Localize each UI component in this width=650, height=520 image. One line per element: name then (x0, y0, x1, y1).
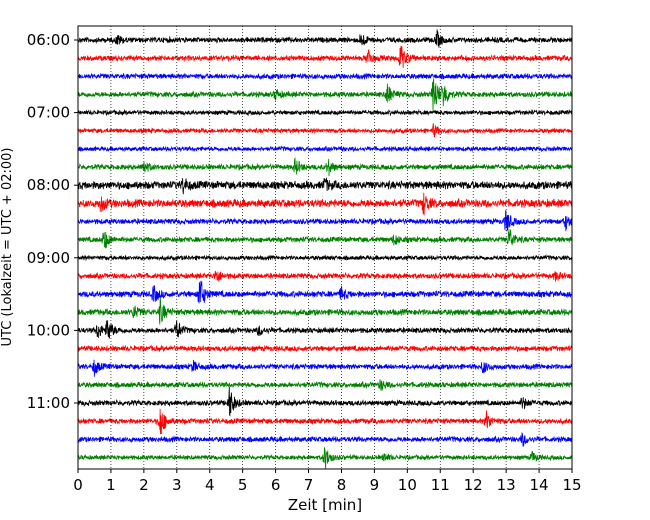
x-tick-label: 13 (497, 476, 516, 494)
trace-row (78, 72, 572, 81)
trace-row (78, 123, 572, 138)
x-tick-label: 0 (73, 476, 83, 494)
y-axis: 06:00 07:00 08:00 09:00 10:00 11:00 (27, 31, 78, 412)
trace-row (78, 192, 572, 216)
trace-row (78, 229, 572, 249)
x-tick-label: 4 (205, 476, 215, 494)
trace-row (78, 447, 572, 469)
y-tick-label: 06:00 (27, 31, 70, 49)
trace-row (78, 344, 572, 353)
y-tick-label: 07:00 (27, 104, 70, 122)
x-tick-label: 10 (398, 476, 417, 494)
x-tick-label: 3 (172, 476, 182, 494)
y-tick-label: 08:00 (27, 176, 70, 194)
trace-row (78, 157, 572, 177)
x-tick-label: 2 (139, 476, 149, 494)
x-axis-label: Zeit [min] (288, 496, 362, 514)
trace-row (78, 386, 572, 417)
x-tick-label: 5 (238, 476, 248, 494)
trace-row (78, 408, 572, 435)
y-tick-label: 09:00 (27, 249, 70, 267)
y-tick-label: 10:00 (27, 321, 70, 339)
x-tick-label: 7 (304, 476, 314, 494)
trace-row (78, 359, 572, 377)
x-tick-label: 12 (464, 476, 483, 494)
trace-row (78, 78, 572, 112)
trace-row (78, 45, 572, 68)
trace-row (78, 320, 572, 339)
x-axis: 0 1 2 3 4 5 6 7 8 9 10 11 12 13 14 15 (73, 469, 582, 494)
trace-row (78, 177, 572, 195)
x-tick-label: 9 (370, 476, 380, 494)
y-axis-label: UTC (Lokalzeit = UTC + 02:00) (0, 148, 15, 347)
trace-row (78, 379, 572, 391)
trace-row (78, 29, 572, 48)
x-tick-label: 8 (337, 476, 347, 494)
trace-row (78, 210, 572, 232)
trace-row (78, 270, 572, 282)
plot-frame (77, 25, 573, 470)
vertical-gridlines (110, 26, 540, 469)
x-tick-label: 14 (530, 476, 549, 494)
x-tick-label: 1 (106, 476, 116, 494)
seismic-traces (78, 29, 572, 469)
trace-row (78, 109, 572, 117)
trace-row (78, 297, 572, 325)
y-tick-label: 11:00 (27, 394, 70, 412)
trace-row (78, 145, 572, 153)
x-tick-label: 6 (271, 476, 281, 494)
x-tick-label: 11 (431, 476, 450, 494)
x-tick-label: 15 (562, 476, 581, 494)
trace-row (78, 432, 572, 447)
trace-row (78, 254, 572, 262)
trace-row (78, 280, 572, 304)
